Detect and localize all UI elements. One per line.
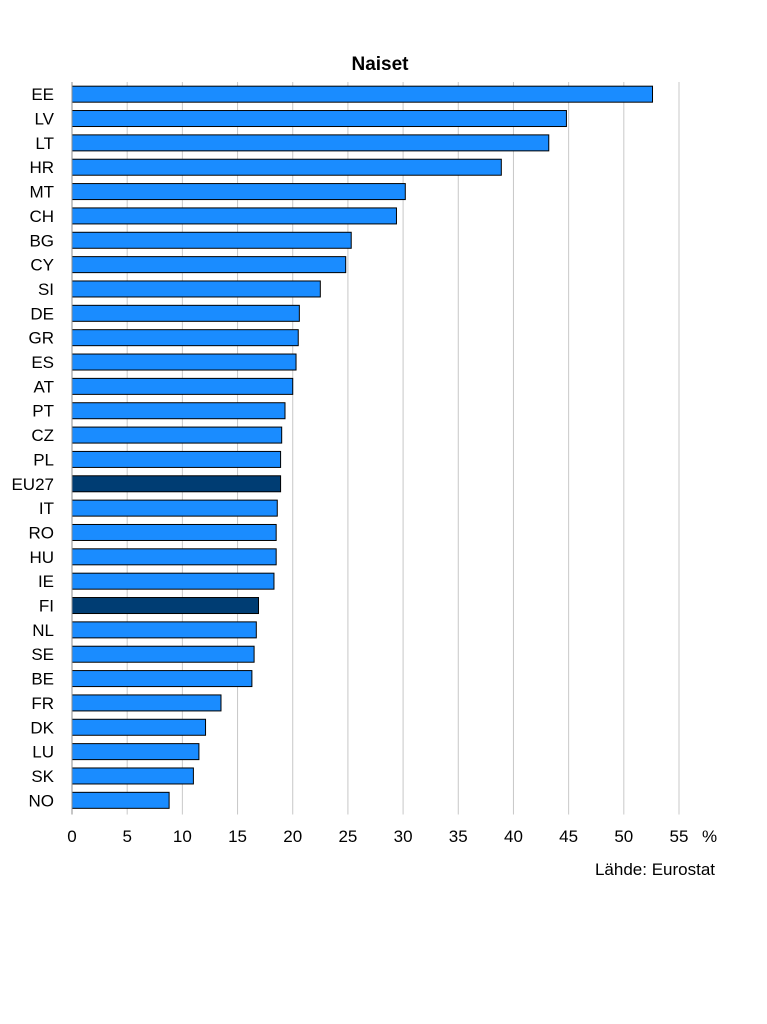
category-label: LU [32, 743, 54, 762]
bar-fr [71, 694, 222, 712]
category-label: EE [31, 85, 54, 104]
x-tick-label: 45 [559, 827, 578, 846]
chart-title: Naiset [351, 54, 409, 75]
x-unit-label: % [702, 827, 717, 846]
category-label: NL [32, 621, 54, 640]
bar-gr [71, 329, 299, 347]
category-label: BE [31, 670, 54, 689]
category-labels: EE LV LT HR MT CH BG CY SI DE GR ES AT PT CZ PL EU27 IT RO… [11, 85, 54, 810]
x-tick-label: 10 [173, 827, 192, 846]
gridlines [126, 82, 680, 815]
bar-pl [71, 450, 282, 468]
category-label: IE [38, 572, 54, 591]
bar-ee [71, 85, 654, 103]
category-label: AT [34, 377, 54, 396]
category-label: IT [39, 499, 54, 518]
bar-eu27 [71, 475, 282, 493]
category-label: HR [29, 158, 54, 177]
bar-ro [71, 523, 277, 541]
bar-ch [71, 207, 397, 225]
category-label: MT [29, 183, 54, 202]
bar-sk [71, 767, 194, 785]
category-label: SK [31, 767, 54, 786]
category-label: PT [32, 402, 54, 421]
x-tick-label: 50 [614, 827, 633, 846]
category-label: BG [29, 231, 54, 250]
x-tick-labels: 0 5 10 15 20 25 30 35 40 45 50 55 [67, 827, 688, 846]
bar-lt [71, 134, 550, 152]
category-label: LT [35, 134, 54, 153]
category-label: SE [31, 645, 54, 664]
bar-fi [71, 597, 260, 615]
bar-at [71, 377, 294, 395]
category-label: FR [31, 694, 54, 713]
category-label: HU [29, 548, 54, 567]
bar-bg [71, 231, 352, 249]
category-label: DE [30, 304, 54, 323]
category-label: LV [34, 110, 54, 129]
bar-pt [71, 402, 286, 420]
category-label: GR [29, 329, 55, 348]
x-tick-label: 40 [504, 827, 523, 846]
bar-lv [71, 110, 567, 128]
bar-nl [71, 621, 257, 639]
category-label: DK [30, 718, 54, 737]
category-label: SI [38, 280, 54, 299]
category-label: EU27 [11, 475, 54, 494]
bar-hu [71, 548, 277, 566]
bar-se [71, 645, 255, 663]
bar-be [71, 670, 253, 688]
category-label: RO [29, 523, 55, 542]
x-tick-label: 55 [670, 827, 689, 846]
bar-mt [71, 183, 406, 201]
category-label: ES [31, 353, 54, 372]
bar-de [71, 304, 300, 322]
source-label: Lähde: Eurostat [595, 860, 715, 879]
bar-it [71, 499, 278, 517]
category-label: CY [30, 256, 54, 275]
bar-lu [71, 743, 200, 761]
category-label: FI [39, 597, 54, 616]
bar-es [71, 353, 297, 371]
category-label: PL [33, 450, 54, 469]
bar-hr [71, 158, 502, 176]
x-tick-label: 25 [338, 827, 357, 846]
bars [71, 85, 654, 809]
bar-dk [71, 718, 207, 736]
category-label: CH [29, 207, 54, 226]
x-tick-label: 20 [283, 827, 302, 846]
category-label: NO [29, 791, 55, 810]
bar-si [71, 280, 321, 298]
x-tick-label: 5 [122, 827, 131, 846]
x-tick-label: 15 [228, 827, 247, 846]
x-tick-label: 35 [449, 827, 468, 846]
bar-no [71, 791, 170, 809]
x-tick-label: 30 [394, 827, 413, 846]
category-label: CZ [31, 426, 54, 445]
bar-cy [71, 256, 347, 274]
x-tick-label: 0 [67, 827, 76, 846]
bar-cz [71, 426, 283, 444]
bar-ie [71, 572, 275, 590]
